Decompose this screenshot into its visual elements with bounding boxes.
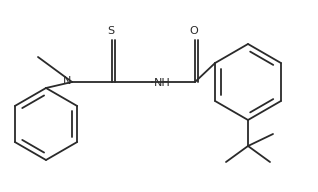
Text: S: S bbox=[107, 26, 114, 36]
Text: O: O bbox=[190, 26, 198, 36]
Text: N: N bbox=[63, 76, 71, 86]
Text: NH: NH bbox=[154, 78, 171, 88]
